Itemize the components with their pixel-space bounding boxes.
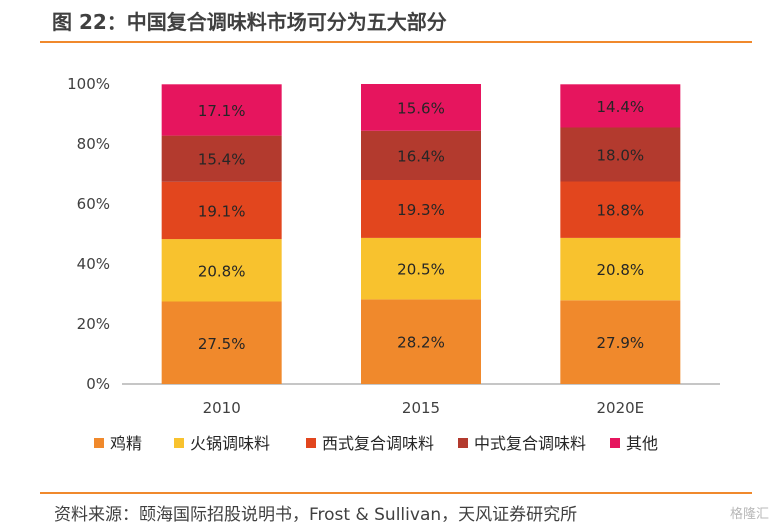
- figure-title: 图 22：中国复合调味料市场可分为五大部分: [52, 10, 447, 34]
- data-label: 18.0%: [597, 147, 645, 165]
- bar-segment: [161, 181, 282, 240]
- data-label: 28.2%: [397, 334, 445, 352]
- x-tick-label: 2015: [402, 399, 440, 417]
- data-label: 14.4%: [597, 98, 645, 116]
- data-label: 20.8%: [198, 262, 246, 280]
- data-label: 15.6%: [397, 99, 445, 117]
- bar-segment: [361, 130, 481, 180]
- y-tick-label: 20%: [77, 315, 110, 333]
- y-tick-label: 80%: [77, 135, 110, 153]
- legend-item: 中式复合调味料: [458, 430, 586, 454]
- bar-segment: [161, 84, 282, 136]
- y-tick-label: 100%: [67, 75, 110, 93]
- bar-segment: [161, 239, 282, 302]
- title-divider: [40, 41, 752, 43]
- legend-label: 其他: [626, 434, 659, 453]
- data-label: 27.5%: [198, 335, 246, 353]
- data-label: 19.3%: [397, 201, 445, 219]
- legend-item: 其他: [610, 430, 658, 454]
- data-label: 20.8%: [597, 261, 645, 279]
- bar-segment: [560, 237, 681, 301]
- legend-label: 中式复合调味料: [474, 434, 587, 453]
- bar-segment: [361, 84, 481, 131]
- bar-segment: [161, 135, 282, 182]
- bar-segment: [560, 84, 681, 128]
- legend-swatch: [610, 438, 620, 448]
- y-tick-label: 0%: [86, 375, 110, 393]
- watermark-logo: 格隆汇: [729, 507, 769, 522]
- bar-segment: [560, 181, 681, 238]
- legend-swatch: [458, 438, 468, 448]
- data-label: 27.9%: [597, 334, 645, 352]
- legend-item: 西式复合调味料: [306, 430, 434, 454]
- data-label: 15.4%: [198, 151, 246, 169]
- legend-label: 鸡精: [110, 434, 143, 453]
- data-label: 20.5%: [397, 261, 445, 279]
- legend-item: 鸡精: [94, 430, 142, 454]
- legend-label: 火锅调味料: [190, 434, 271, 453]
- bar-segment: [361, 180, 481, 238]
- stacked-bar-chart: 0% 20% 40% 60% 80% 100% 27.5% 20.8% 19.1% 15.4% 17…: [67, 75, 720, 417]
- data-label: 16.4%: [397, 147, 445, 165]
- legend-swatch: [174, 438, 184, 448]
- bar-segment: [361, 299, 481, 384]
- y-tick-label: 60%: [77, 195, 110, 213]
- data-label: 19.1%: [198, 202, 246, 220]
- bar-segment: [560, 127, 681, 182]
- bar-segment: [361, 237, 481, 300]
- legend-item: 火锅调味料: [174, 430, 270, 454]
- y-tick-label: 40%: [77, 255, 110, 273]
- x-tick-label: 2020E: [597, 399, 645, 417]
- legend-label: 西式复合调味料: [322, 434, 435, 453]
- data-label: 17.1%: [198, 102, 246, 120]
- x-tick-label: 2010: [203, 399, 241, 417]
- bar-segment: [560, 300, 681, 384]
- data-label: 18.8%: [597, 202, 645, 220]
- legend-swatch: [94, 438, 104, 448]
- bar-segment: [161, 301, 282, 384]
- source-divider: [40, 492, 752, 494]
- source-note: 资料来源：颐海国际招股说明书，Frost & Sullivan，天风证券研究所: [54, 505, 578, 525]
- legend-swatch: [306, 438, 316, 448]
